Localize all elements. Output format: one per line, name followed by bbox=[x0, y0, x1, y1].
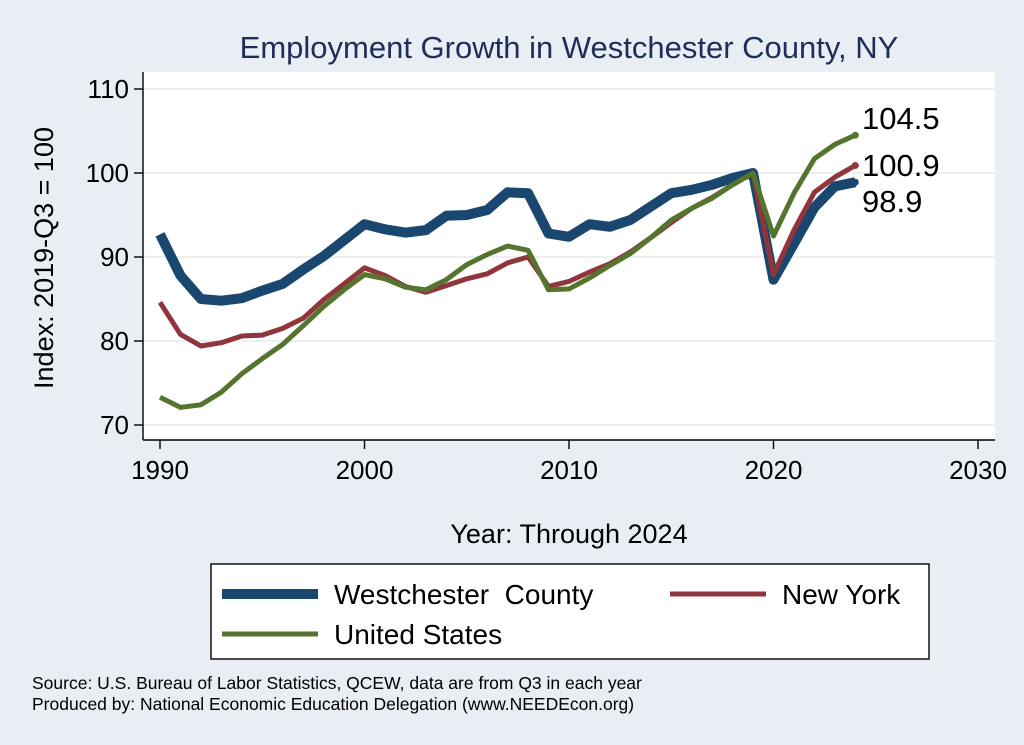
series bbox=[155, 132, 857, 410]
x-tick-label: 2020 bbox=[745, 455, 803, 485]
series-line-westchester-county bbox=[155, 168, 857, 306]
legend-label-united-states: United States bbox=[334, 619, 502, 650]
source-note: Source: U.S. Bureau of Labor Statistics,… bbox=[32, 673, 642, 693]
y-tick-label: 100 bbox=[86, 158, 129, 188]
legend-label-new-york: New York bbox=[782, 579, 901, 610]
series-end-marker bbox=[851, 131, 859, 139]
legend-box bbox=[210, 563, 930, 660]
y-tick-label: 70 bbox=[100, 410, 129, 440]
y-tick-label: 90 bbox=[100, 242, 129, 272]
series-end-label: 104.5 bbox=[862, 101, 940, 136]
x-tick-label: 2000 bbox=[336, 455, 394, 485]
chart-title: Employment Growth in Westchester County,… bbox=[240, 30, 899, 65]
legend-item-united-states: United States bbox=[222, 619, 502, 650]
series-line-united-states bbox=[158, 132, 857, 410]
x-tick-label: 2030 bbox=[949, 455, 1007, 485]
legend-item-new-york: New York bbox=[670, 579, 901, 610]
ticks: 70 80 90 100 110 1990 2000 2010 2020 2030 bbox=[86, 74, 1007, 485]
x-axis-title: Year: Through 2024 bbox=[450, 519, 687, 549]
y-axis-title: Index: 2019-Q3 = 100 bbox=[29, 127, 59, 389]
y-tick-label: 110 bbox=[88, 74, 129, 104]
series-end-label: 100.9 bbox=[862, 148, 940, 183]
series-end-marker bbox=[851, 161, 859, 169]
legend-item-westchester: Westchester County bbox=[222, 579, 593, 610]
y-tick-label: 80 bbox=[100, 326, 129, 356]
series-end-marker bbox=[851, 178, 859, 186]
producer-note: Produced by: National Economic Education… bbox=[32, 694, 634, 714]
x-tick-label: 1990 bbox=[131, 455, 189, 485]
x-tick-label: 2010 bbox=[540, 455, 598, 485]
legend-label-westchester: Westchester County bbox=[334, 579, 593, 610]
series-end-label: 98.9 bbox=[862, 184, 922, 219]
